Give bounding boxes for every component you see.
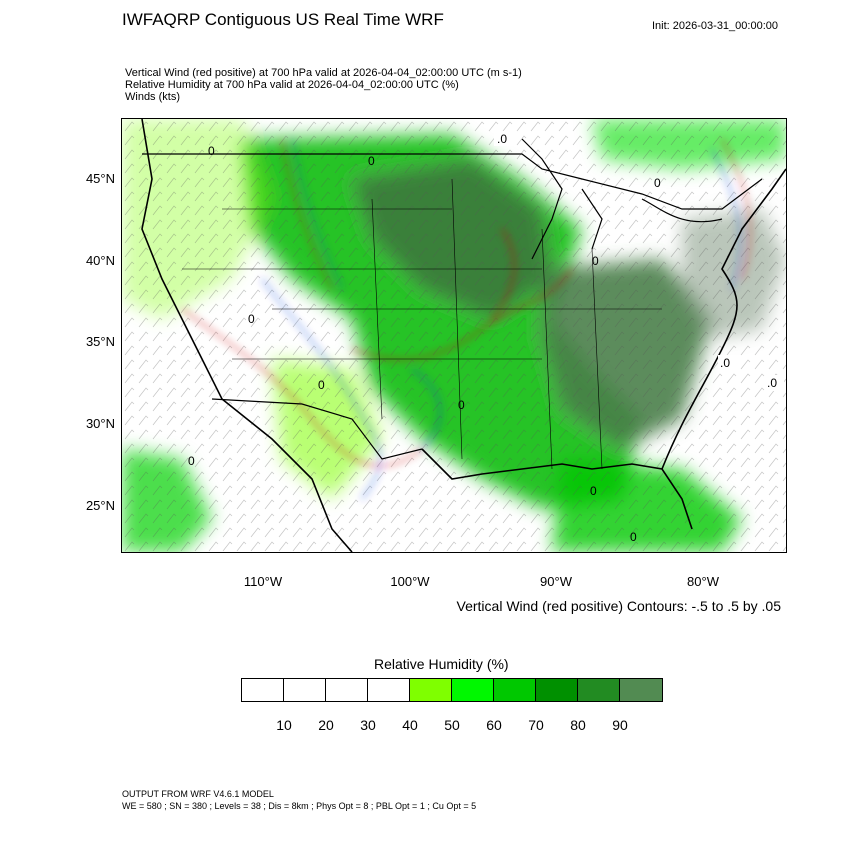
colorbar-box <box>410 679 452 701</box>
latitude-label: 40°N <box>85 253 115 268</box>
colorbar-tick-label: 20 <box>318 717 334 733</box>
geographic-outlines <box>141 119 786 552</box>
contour-label: 0 <box>592 254 599 268</box>
colorbar-tick-label: 70 <box>528 717 544 733</box>
contour-label-box: 0 <box>248 312 255 326</box>
contour-label-box: 0 <box>654 176 661 190</box>
contour-label: 0 <box>654 176 661 190</box>
contour-label: 0 <box>458 398 465 412</box>
contour-label-box: 0 <box>368 154 375 168</box>
contour-label-box: .0 <box>494 131 514 146</box>
contour-label-box: 0 <box>188 454 195 468</box>
colorbar <box>241 678 663 702</box>
contour-label-group: .0 0 0 0 0 0 .0 0 0 .0 0 0 0 <box>188 131 784 544</box>
description-line-vertical-wind: Vertical Wind (red positive) at 700 hPa … <box>125 67 522 79</box>
contour-label: 0 <box>590 484 597 498</box>
colorbar-box <box>368 679 410 701</box>
contour-label: 0 <box>208 144 215 158</box>
wind-barbs <box>122 119 786 552</box>
latitude-label: 45°N <box>85 171 115 186</box>
contour-label-box: 0 <box>208 144 215 158</box>
latitude-label: 35°N <box>85 334 115 349</box>
plot-title: IWFAQRP Contiguous US Real Time WRF <box>122 10 444 29</box>
colorbar-box <box>452 679 494 701</box>
contour-label-box: 0 <box>630 530 637 544</box>
colorbar-tick-label: 80 <box>570 717 586 733</box>
colorbar-tick-label: 90 <box>612 717 628 733</box>
contour-note: Vertical Wind (red positive) Contours: -… <box>456 598 781 614</box>
contour-label-box: .0 <box>718 355 740 371</box>
contour-label-box: 0 <box>318 378 325 392</box>
contour-label-box: 0 <box>592 254 599 268</box>
vertical-wind-contours <box>181 138 752 500</box>
contour-label: 0 <box>248 312 255 326</box>
colorbar-box <box>578 679 620 701</box>
colorbar-tick-label: 30 <box>360 717 376 733</box>
description-line-winds: Winds (kts) <box>125 91 180 103</box>
init-time: Init: 2026-03-31_00:00:00 <box>652 20 778 32</box>
contour-label-box: 0 <box>590 484 597 498</box>
colorbar-box <box>284 679 326 701</box>
contour-label: 0 <box>188 454 195 468</box>
weather-map: .0 0 0 0 0 0 .0 0 0 .0 0 0 0 <box>122 119 786 552</box>
footer-config: WE = 580 ; SN = 380 ; Levels = 38 ; Dis … <box>122 801 477 811</box>
footer-model: OUTPUT FROM WRF V4.6.1 MODEL <box>122 789 274 799</box>
contour-label: 0 <box>368 154 375 168</box>
contour-label: .0 <box>767 376 777 390</box>
colorbar-box <box>536 679 578 701</box>
longitude-label: 80°W <box>687 574 719 589</box>
contour-label: 0 <box>630 530 637 544</box>
contour-label-box: .0 <box>766 375 784 391</box>
contour-label: .0 <box>720 356 730 370</box>
contour-label-box: 0 <box>458 398 465 412</box>
colorbar-box <box>242 679 284 701</box>
colorbar-tick-label: 50 <box>444 717 460 733</box>
colorbar-box <box>494 679 536 701</box>
latitude-label: 30°N <box>85 416 115 431</box>
colorbar-tick-label: 10 <box>276 717 292 733</box>
colorbar-box <box>620 679 662 701</box>
description-line-humidity: Relative Humidity at 700 hPa valid at 20… <box>125 79 459 91</box>
map-frame: .0 0 0 0 0 0 .0 0 0 .0 0 0 0 <box>121 118 787 553</box>
longitude-label: 110°W <box>243 574 283 589</box>
contour-label: 0 <box>318 378 325 392</box>
colorbar-title: Relative Humidity (%) <box>374 656 509 672</box>
colorbar-box <box>326 679 368 701</box>
colorbar-tick-label: 60 <box>486 717 502 733</box>
latitude-label: 25°N <box>85 498 115 513</box>
longitude-label: 90°W <box>540 574 572 589</box>
colorbar-tick-label: 40 <box>402 717 418 733</box>
longitude-label: 100°W <box>390 574 430 589</box>
contour-label: .0 <box>497 132 507 146</box>
